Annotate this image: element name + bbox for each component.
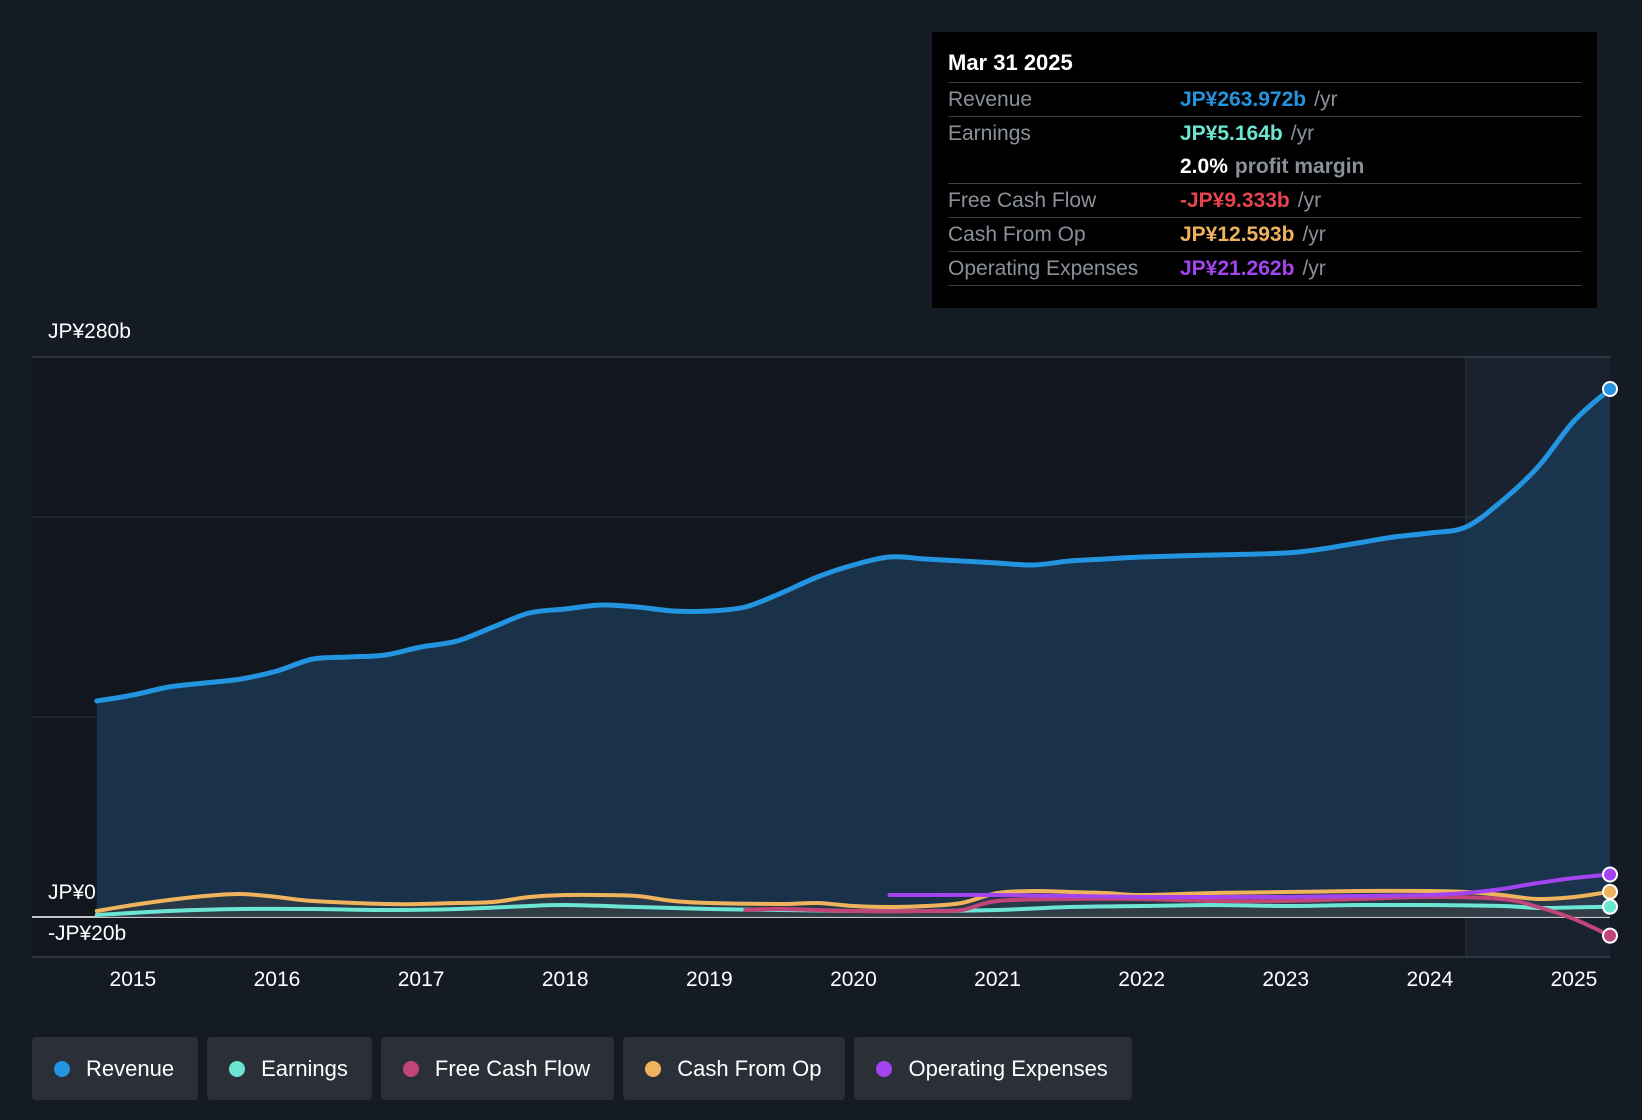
legend-dot-icon: [229, 1060, 246, 1077]
tooltip-row-unit: /yr: [1297, 189, 1322, 212]
tooltip-panel: Mar 31 2025 Revenue JP¥263.972b/yr Earning…: [932, 32, 1597, 308]
legend-item-earnings[interactable]: Earnings: [207, 1037, 372, 1100]
x-tick-label: 2019: [685, 968, 733, 991]
chart-legend: Revenue Earnings Free Cash Flow Cash From O…: [32, 1037, 1132, 1100]
tooltip-row-unit: profit margin: [1234, 155, 1365, 178]
tooltip-date: Mar 31 2025: [948, 50, 1073, 75]
y-label-bottom: -JP¥20b: [48, 922, 127, 945]
tooltip-row-value: JP¥5.164b: [1180, 122, 1283, 145]
legend-dot-icon: [645, 1060, 662, 1077]
x-tick-label: 2021: [974, 968, 1021, 991]
tooltip-row-unit: /yr: [1302, 257, 1326, 280]
tooltip-row-label: [948, 150, 1180, 183]
series-endpoint-earnings: [1602, 898, 1618, 915]
tooltip-row-value: JP¥21.262b: [1180, 257, 1295, 280]
series-line-free-cash-flow: [743, 895, 1612, 938]
tooltip-row: Operating Expenses JP¥21.262b/yr: [948, 251, 1581, 286]
tooltip-row-value: JP¥263.972b: [1180, 88, 1307, 111]
tooltip-row-unit: /yr: [1314, 88, 1338, 111]
legend-dot-icon: [54, 1060, 70, 1077]
tooltip-row-label: Revenue: [948, 88, 1033, 111]
series-endpoint-revenue: [1602, 381, 1618, 397]
tooltip-row-label: Cash From Op: [948, 223, 1086, 246]
legend-dot-icon: [402, 1060, 419, 1077]
x-tick-label: 2017: [397, 968, 445, 991]
series-area-earnings: [96, 904, 1610, 917]
legend-label: Revenue: [86, 1055, 175, 1081]
tooltip-row: Earnings JP¥5.164b/yr: [948, 116, 1581, 150]
series-endpoint-cash-from-op: [1602, 883, 1618, 900]
x-tick-label: 2022: [1118, 968, 1165, 991]
series-line-cash-from-op: [94, 888, 1612, 913]
tooltip-row-label: Operating Expenses: [948, 257, 1139, 280]
tooltip-rows: Revenue JP¥263.972b/yr Earnings JP¥5.164b/y…: [948, 82, 1581, 286]
series-endpoint-operating-expenses: [1602, 866, 1618, 883]
legend-item-operating-expenses[interactable]: Operating Expenses: [854, 1037, 1132, 1100]
y-label-top: JP¥280b: [48, 320, 131, 343]
legend-label: Operating Expenses: [908, 1055, 1108, 1081]
tooltip-row: Revenue JP¥263.972b/yr: [948, 82, 1581, 116]
tooltip-row-unit: /yr: [1290, 122, 1315, 145]
tooltip-row-label: Free Cash Flow: [948, 189, 1097, 212]
tooltip-row: Cash From Op JP¥12.593b/yr: [948, 217, 1581, 251]
legend-item-revenue[interactable]: Revenue: [32, 1037, 199, 1100]
x-tick-label: 2015: [109, 968, 157, 991]
x-tick-label: 2016: [253, 968, 301, 991]
series-endpoint-free-cash-flow: [1602, 927, 1618, 944]
tooltip-row-value: JP¥12.593b: [1180, 223, 1295, 246]
revenue-area: [96, 389, 1610, 917]
x-tick-label: 2020: [830, 968, 877, 991]
legend-item-free-cash-flow[interactable]: Free Cash Flow: [380, 1037, 615, 1100]
legend-label: Earnings: [261, 1055, 348, 1081]
legend-label: Cash From Op: [677, 1055, 822, 1081]
x-tick-label: 2025: [1550, 968, 1598, 991]
x-tick-label: 2023: [1262, 968, 1310, 991]
legend-dot-icon: [876, 1060, 893, 1077]
tooltip-row: Free Cash Flow -JP¥9.333b/yr: [948, 183, 1581, 217]
series-line-revenue: [94, 386, 1613, 704]
tooltip-row-value: 2.0%: [1180, 155, 1228, 178]
x-tick-label: 2024: [1406, 968, 1454, 991]
legend-label: Free Cash Flow: [434, 1055, 591, 1081]
tooltip-row-label: Earnings: [948, 122, 1031, 145]
legend-item-cash-from-op[interactable]: Cash From Op: [623, 1037, 846, 1100]
x-tick-label: 2018: [541, 968, 589, 991]
tooltip-row-unit: /yr: [1302, 223, 1326, 246]
series-line-operating-expenses: [887, 872, 1612, 900]
y-label-zero: JP¥0: [48, 881, 96, 904]
tooltip-row: 2.0% profit margin: [948, 150, 1581, 183]
tooltip-row-value: -JP¥9.333b: [1180, 189, 1290, 212]
